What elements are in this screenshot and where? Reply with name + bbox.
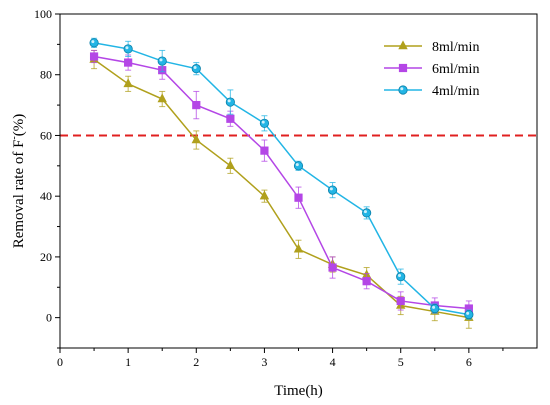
data-point-highlight [261,120,265,124]
x-tick-label: 2 [193,355,199,369]
y-axis-title: Removal rate of F-(%) [9,114,27,249]
legend-label: 4ml/min [432,84,479,99]
y-axis-title-superscript: - [9,136,20,139]
legend-marker [398,85,408,95]
data-point [259,190,270,200]
series-circle [89,37,474,320]
legend-item: 6ml/min [384,62,479,77]
x-tick-label: 6 [466,355,472,369]
data-point [362,208,372,218]
y-tick-label: 20 [40,250,52,264]
data-point [124,58,133,67]
legend-label: 6ml/min [432,62,479,77]
data-point [430,303,440,314]
y-tick-label: 100 [34,7,52,21]
legend-marker-highlight [400,87,404,91]
x-tick-label: 5 [398,355,404,369]
legend-marker [398,63,408,73]
data-point [464,309,474,320]
x-tick-label: 4 [330,355,336,369]
data-point-highlight [193,65,197,69]
data-point [328,263,337,272]
data-point [157,93,167,103]
data-point-highlight [295,163,299,167]
data-point [362,277,371,286]
data-point-highlight [329,187,333,191]
data-point [327,185,338,195]
data-point [259,118,270,128]
x-tick-label: 1 [125,355,131,369]
legend-item: 4ml/min [384,84,479,99]
legend-item: 8ml/min [384,40,479,55]
legend: 8ml/min 6ml/min 4ml/min [384,40,479,99]
data-point [191,64,201,74]
x-axis-title: Time(h) [274,383,323,399]
y-tick-label: 80 [40,68,52,82]
y-axis-title-main: Removal rate of F [11,140,27,249]
plot-area [60,37,537,329]
data-point [89,38,99,48]
data-point-highlight [125,46,129,50]
series-triangle [89,49,474,329]
data-point-highlight [363,210,367,214]
data-point [225,97,235,107]
series-line [93,58,469,319]
series-line [93,55,469,310]
y-tick-label: 0 [46,311,52,325]
data-point [123,44,133,54]
data-point [157,56,167,66]
x-tick-label: 3 [261,355,267,369]
y-tick-label: 40 [40,189,52,203]
x-tick-label: 0 [57,355,63,369]
data-point-highlight [398,273,402,277]
data-point [260,146,269,155]
data-point-highlight [466,311,470,315]
data-point-highlight [432,305,436,309]
legend-label: 8ml/min [432,40,479,55]
legend-marker [398,40,408,50]
data-point [293,243,304,253]
data-point-highlight [227,99,231,103]
y-axis-title-unit: (%) [11,114,27,137]
data-point [123,78,133,88]
data-point [396,296,405,306]
data-point [226,114,235,123]
data-point-highlight [159,58,163,62]
data-point-highlight [91,40,95,44]
data-point [89,52,99,61]
data-point [294,193,303,202]
data-point [225,160,236,170]
data-point [192,100,201,110]
series-line [93,42,469,316]
y-tick-label: 60 [40,128,52,142]
data-point [293,161,304,171]
data-point [396,272,406,282]
data-point [191,134,201,144]
